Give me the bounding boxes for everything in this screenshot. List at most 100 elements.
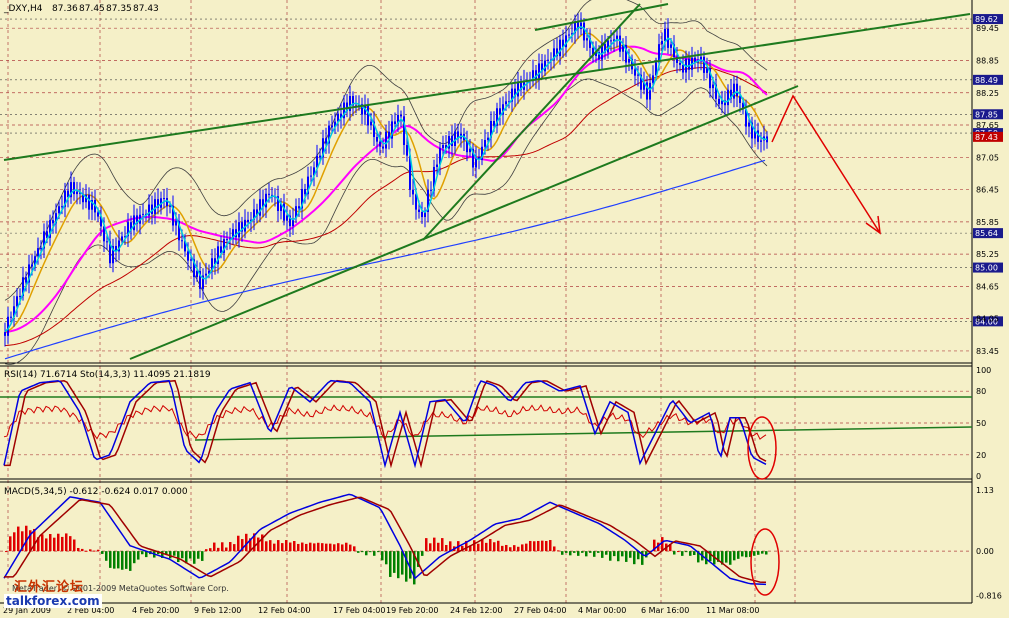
macd-histogram-bar <box>469 545 472 552</box>
candle-body <box>70 182 72 198</box>
candle-body <box>163 198 165 200</box>
candle-body <box>679 62 681 65</box>
candle-body <box>178 220 180 241</box>
candle-body <box>235 229 237 238</box>
candle-body <box>172 205 174 226</box>
price-tick-labels: 89.45 88.85 88.25 87.65 87.05 86.45 85.85 85.25… <box>976 24 999 356</box>
watermark-site-en: talkforex.com <box>4 594 102 608</box>
macd-histogram-bar <box>17 526 20 552</box>
macd-histogram-bar <box>397 551 400 579</box>
macd-histogram-bar <box>549 540 552 552</box>
candle-body <box>16 296 18 307</box>
macd-histogram-bar <box>677 551 680 553</box>
macd-histogram-bar <box>437 542 440 552</box>
macd-histogram-bar <box>449 541 452 552</box>
macd-histogram-bar <box>565 551 568 553</box>
candle-body <box>418 209 420 212</box>
x-tick-label: 12 Feb 04:00 <box>258 606 310 615</box>
macd-histogram-bar <box>325 543 328 552</box>
candle-body <box>22 277 24 296</box>
candle-body <box>337 113 339 122</box>
macd-histogram-bar <box>585 551 588 557</box>
macd-histogram-bar <box>613 551 616 557</box>
macd-histogram-bar <box>225 547 228 552</box>
candle-body <box>580 22 582 30</box>
macd-histogram-bar <box>485 542 488 552</box>
rsi-tick-label: 100 <box>976 366 991 375</box>
candle-body <box>292 218 294 227</box>
candle-body <box>715 84 717 99</box>
x-tick-label: 19 Feb 20:00 <box>386 606 438 615</box>
candle-body <box>364 105 366 115</box>
macd-histogram-bar <box>413 551 416 585</box>
macd-histogram-bar <box>253 533 256 552</box>
rsi-panel-label: RSI(14) 71.6714 Sto(14,3,3) 11.4095 21.1… <box>4 370 211 380</box>
macd-histogram-bar <box>53 537 56 552</box>
x-tick-label: 2 Feb 04:00 <box>67 606 114 615</box>
macd-histogram-bar <box>209 548 212 552</box>
candle-body <box>673 44 675 57</box>
macd-histogram-bar <box>213 542 216 552</box>
macd-histogram-bar <box>673 551 676 555</box>
chart-header-open: 87.36 <box>52 4 78 14</box>
candle-body <box>214 258 216 265</box>
macd-histogram-bar <box>365 551 368 556</box>
macd-histogram-bar <box>285 540 288 552</box>
macd-histogram-bar <box>197 551 200 559</box>
macd-histogram-bar <box>513 545 516 552</box>
candle-body <box>502 104 504 115</box>
candle-body <box>403 116 405 146</box>
price-tick-label: 87.05 <box>976 153 999 162</box>
macd-histogram-bar <box>693 551 696 555</box>
macd-histogram-bar <box>341 544 344 552</box>
candle-body <box>244 219 246 232</box>
macd-histogram-bar <box>13 532 16 552</box>
candle-body <box>286 215 288 221</box>
macd-histogram-bar <box>21 531 24 552</box>
macd-histogram-bar <box>273 543 276 552</box>
chart-header-close: 87.43 <box>133 4 159 14</box>
macd-histogram-bar <box>129 551 132 571</box>
candle-body <box>43 231 45 249</box>
candle-body <box>346 102 348 112</box>
candle-body <box>220 246 222 253</box>
candle-body <box>556 48 558 57</box>
macd-histogram-bar <box>621 551 624 557</box>
macd-histogram-bar <box>377 551 380 553</box>
candle-body <box>421 211 423 218</box>
candle-body <box>451 136 453 146</box>
macd-histogram-bar <box>529 540 532 552</box>
candle-body <box>46 231 48 238</box>
x-tick-labels: 29 Jan 2009 2 Feb 04:00 4 Feb 20:00 9 Feb 1… <box>3 606 759 615</box>
candle-body <box>724 100 726 106</box>
candle-body <box>208 270 210 274</box>
macd-histogram-bar <box>641 551 644 565</box>
level-label: 88.49 <box>975 76 998 85</box>
candle-body <box>520 81 522 90</box>
ma-long-line <box>4 159 766 360</box>
macd-histogram-bar <box>349 544 352 552</box>
candle-body <box>193 259 195 278</box>
candle-body <box>328 125 330 144</box>
candle-body <box>115 246 117 252</box>
candle-body <box>568 34 570 36</box>
candle-body <box>652 75 654 83</box>
candle-body <box>100 216 102 227</box>
macd-histogram-bar <box>561 551 564 555</box>
candle-body <box>85 194 87 203</box>
candle-body <box>157 199 159 208</box>
candle-body <box>151 204 153 215</box>
candle-body <box>571 33 573 35</box>
macd-histogram-bar <box>493 542 496 552</box>
macd-histogram-bar <box>645 551 648 558</box>
candle-body <box>598 52 600 60</box>
candle-body <box>592 47 594 57</box>
macd-histogram-bar <box>733 551 736 561</box>
candle-body <box>199 270 201 289</box>
macd-histogram-bar <box>337 543 340 552</box>
macd-histogram-bar <box>661 537 664 552</box>
macd-histogram-bar <box>181 551 184 559</box>
candle-body <box>472 148 474 168</box>
candle-body <box>718 98 720 105</box>
macd-histogram-bar <box>597 551 600 553</box>
